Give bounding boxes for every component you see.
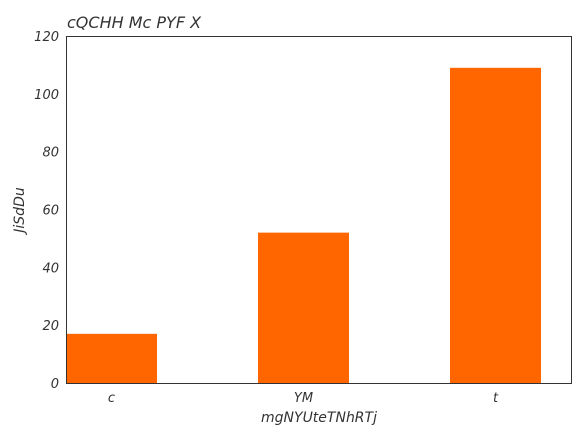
bar-YM: [258, 232, 349, 383]
plot-frame: [66, 36, 572, 384]
y-axis-ticks: 0 20 40 60 80 100 120: [34, 30, 59, 392]
x-tick-label: t: [493, 391, 499, 406]
x-axis-ticks: c YM t: [108, 391, 499, 406]
bars-group: [66, 67, 541, 383]
x-tick-label: YM: [294, 391, 313, 406]
x-tick-label: c: [108, 391, 115, 406]
y-tick-label: 80: [42, 146, 59, 161]
y-tick-label: 120: [34, 30, 59, 45]
y-tick-label: 20: [42, 319, 59, 334]
y-axis-label: JiSdDu: [12, 187, 28, 236]
chart-title: cQCHH Mc PYF X: [67, 13, 202, 32]
y-tick-label: 40: [42, 261, 59, 276]
y-tick-label: 0: [51, 377, 59, 392]
y-tick-label: 60: [42, 204, 59, 219]
bar-c: [66, 333, 157, 383]
x-axis-label: mgNYUteTNhRTj: [261, 410, 377, 426]
bar-t: [450, 67, 541, 383]
y-tick-label: 100: [34, 88, 59, 103]
